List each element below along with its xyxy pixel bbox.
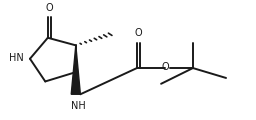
Text: O: O <box>161 63 169 72</box>
Polygon shape <box>71 45 80 94</box>
Text: HN: HN <box>9 53 24 63</box>
Text: NH: NH <box>71 101 86 111</box>
Text: O: O <box>135 28 143 38</box>
Text: O: O <box>46 3 53 13</box>
